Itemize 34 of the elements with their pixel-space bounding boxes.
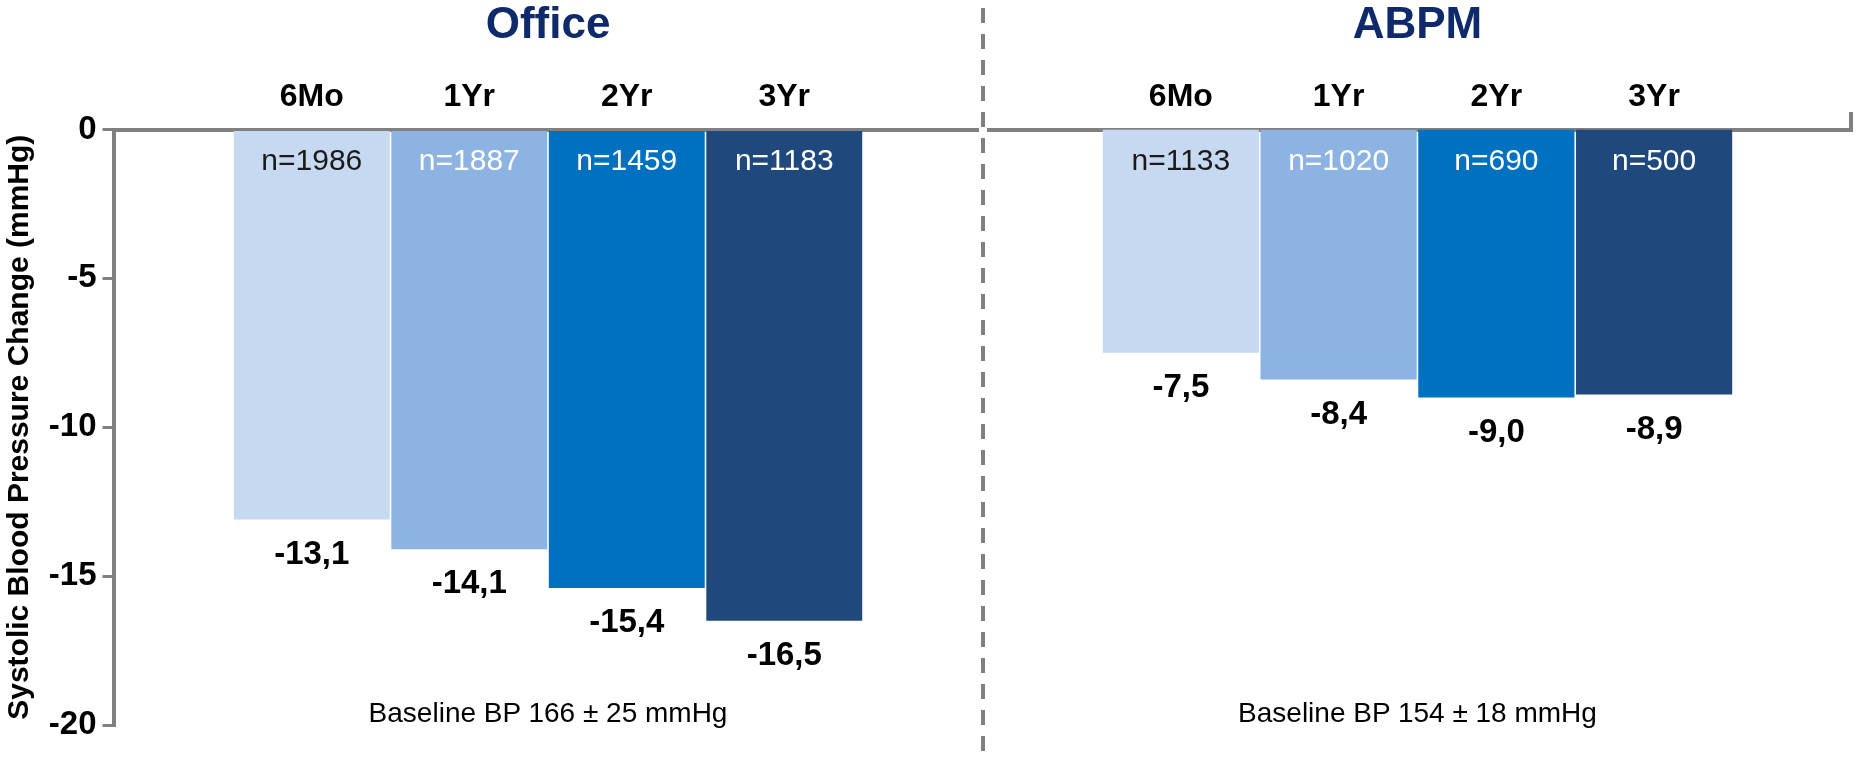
y-tick-label: -15 — [48, 555, 97, 593]
annotation: n=1183 — [734, 142, 834, 176]
data-label: -15,4 — [589, 602, 666, 640]
data-label: -14,1 — [431, 563, 507, 601]
chart-title: Office — [485, 0, 611, 48]
annotation: n=1133 — [1131, 142, 1231, 176]
y-axis-title: Systolic Blood Pressure Change (mmHg) — [1, 134, 35, 720]
x-tick-label: 6Mo — [1148, 77, 1213, 114]
y-tick-label: -5 — [67, 257, 97, 295]
annotation: Baseline BP 166 ± 25 mmHg — [368, 696, 728, 728]
annotation: n=1986 — [261, 142, 363, 176]
x-tick-label: 6Mo — [279, 77, 344, 114]
x-tick-label: 1Yr — [443, 77, 496, 114]
x-tick-label: 2Yr — [1470, 77, 1523, 114]
y-tick-label: 0 — [78, 108, 97, 146]
data-label: -8,4 — [1310, 393, 1368, 431]
annotation: n=690 — [1454, 142, 1539, 176]
x-tick-label: 3Yr — [758, 77, 811, 114]
x-tick-label: 2Yr — [600, 77, 653, 114]
x-tick-label: 1Yr — [1312, 77, 1365, 114]
chart-title: ABPM — [1352, 0, 1483, 48]
annotation: n=500 — [1611, 142, 1697, 176]
data-label: -16,5 — [746, 634, 822, 672]
annotation: n=1887 — [418, 142, 520, 176]
annotation: n=1459 — [576, 142, 678, 176]
x-tick-label: 3Yr — [1628, 77, 1680, 114]
y-tick-label: -20 — [48, 704, 97, 742]
annotation: Baseline BP 154 ± 18 mmHg — [1238, 696, 1597, 728]
data-label: -9,0 — [1467, 411, 1525, 449]
annotation: n=1020 — [1288, 142, 1390, 176]
data-label: -13,1 — [274, 533, 350, 571]
data-label: -8,9 — [1625, 408, 1683, 446]
y-tick-label: -10 — [48, 406, 97, 444]
data-label: -7,5 — [1152, 366, 1210, 404]
